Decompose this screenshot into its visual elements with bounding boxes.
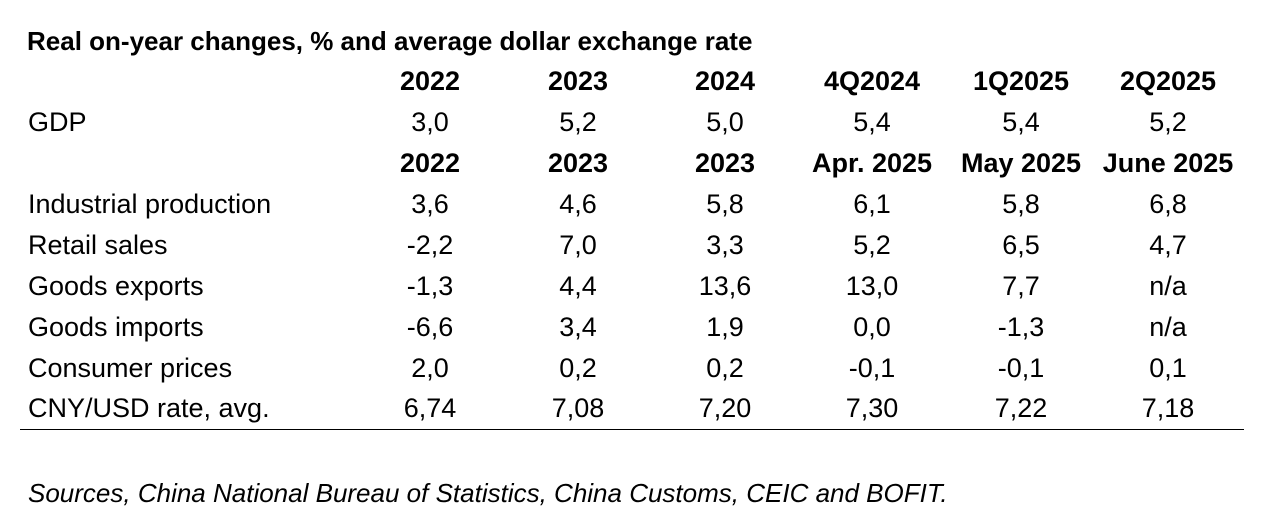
table-cell: 13,0 xyxy=(845,271,899,301)
table-cell: 7,0 xyxy=(559,230,597,260)
table-row-gdp: GDP 3,0 5,2 5,0 5,4 5,4 5,2 xyxy=(0,107,1262,148)
header-cell: 2023 xyxy=(547,66,609,96)
table-cell: -0,1 xyxy=(997,353,1045,383)
table-cell: 4,4 xyxy=(559,271,597,301)
table-cell: 7,20 xyxy=(698,393,752,423)
header-cell: 2Q2025 xyxy=(1119,66,1217,96)
header-cell: June 2025 xyxy=(1102,148,1234,178)
header-cell: May 2025 xyxy=(960,148,1082,178)
table-cell: 6,1 xyxy=(853,189,891,219)
row-label: CNY/USD rate, avg. xyxy=(28,393,270,423)
table-cell: 6,74 xyxy=(403,393,457,423)
table-cell: 0,1 xyxy=(1149,353,1187,383)
table-cell: 6,8 xyxy=(1149,189,1187,219)
header-cell: 2022 xyxy=(399,66,461,96)
table-row-retail-sales: Retail sales -2,2 7,0 3,3 5,2 6,5 4,7 xyxy=(0,230,1262,271)
table-row-consumer-prices: Consumer prices 2,0 0,2 0,2 -0,1 -0,1 0,… xyxy=(0,353,1262,394)
table-cell: 7,18 xyxy=(1141,393,1195,423)
table-bottom-rule xyxy=(20,429,1244,430)
table-cell: 3,4 xyxy=(559,312,597,342)
table-cell: 7,22 xyxy=(994,393,1048,423)
header-cell: 2022 xyxy=(399,148,461,178)
table-title: Real on-year changes, % and average doll… xyxy=(27,26,753,56)
table-cell: n/a xyxy=(1149,312,1187,342)
row-label: Retail sales xyxy=(28,230,168,260)
table-row-goods-exports: Goods exports -1,3 4,4 13,6 13,0 7,7 n/a xyxy=(0,271,1262,312)
table-cell: 1,9 xyxy=(706,312,744,342)
table-cell: 3,3 xyxy=(706,230,744,260)
table-cell: 5,8 xyxy=(706,189,744,219)
table-cell: 3,6 xyxy=(411,189,449,219)
header-cell: 4Q2024 xyxy=(823,66,921,96)
table-cell: 7,7 xyxy=(1002,271,1040,301)
table-cell: 0,0 xyxy=(853,312,891,342)
table-cell: 4,6 xyxy=(559,189,597,219)
table-row-industrial-production: Industrial production 3,6 4,6 5,8 6,1 5,… xyxy=(0,189,1262,230)
table-cell: 5,2 xyxy=(1149,107,1187,137)
sources-note: Sources, China National Bureau of Statis… xyxy=(28,478,948,508)
table-cell: 0,2 xyxy=(559,353,597,383)
header-cell: Apr. 2025 xyxy=(811,148,933,178)
table-row-goods-imports: Goods imports -6,6 3,4 1,9 0,0 -1,3 n/a xyxy=(0,312,1262,353)
table-cell: 5,2 xyxy=(559,107,597,137)
header-cell: 2023 xyxy=(547,148,609,178)
table-cell: 6,5 xyxy=(1002,230,1040,260)
header-cell: 2024 xyxy=(694,66,756,96)
row-label: GDP xyxy=(28,107,87,137)
table-row-cny-usd-rate: CNY/USD rate, avg. 6,74 7,08 7,20 7,30 7… xyxy=(0,393,1262,434)
table-cell: 5,8 xyxy=(1002,189,1040,219)
table-cell: 7,08 xyxy=(551,393,605,423)
table-cell: 5,4 xyxy=(853,107,891,137)
row-label: Consumer prices xyxy=(28,353,233,383)
table-cell: -1,3 xyxy=(997,312,1045,342)
header-row-months: 2022 2023 2023 Apr. 2025 May 2025 June 2… xyxy=(0,148,1262,189)
table-cell: -0,1 xyxy=(848,353,896,383)
header-cell: 2023 xyxy=(694,148,756,178)
table-cell: -2,2 xyxy=(406,230,454,260)
table-cell: n/a xyxy=(1149,271,1187,301)
row-label: Goods exports xyxy=(28,271,204,301)
table-cell: 4,7 xyxy=(1149,230,1187,260)
table-cell: 5,4 xyxy=(1002,107,1040,137)
table-cell: 2,0 xyxy=(411,353,449,383)
row-label: Industrial production xyxy=(28,189,272,219)
table-cell: 5,0 xyxy=(706,107,744,137)
table-cell: 3,0 xyxy=(411,107,449,137)
header-row-quarters: 2022 2023 2024 4Q2024 1Q2025 2Q2025 xyxy=(0,66,1262,107)
header-cell: 1Q2025 xyxy=(972,66,1070,96)
table-cell: 0,2 xyxy=(706,353,744,383)
table-cell: 13,6 xyxy=(698,271,752,301)
table-cell: -6,6 xyxy=(406,312,454,342)
table-cell: -1,3 xyxy=(406,271,454,301)
table-cell: 5,2 xyxy=(853,230,891,260)
table-cell: 7,30 xyxy=(845,393,899,423)
row-label: Goods imports xyxy=(28,312,204,342)
